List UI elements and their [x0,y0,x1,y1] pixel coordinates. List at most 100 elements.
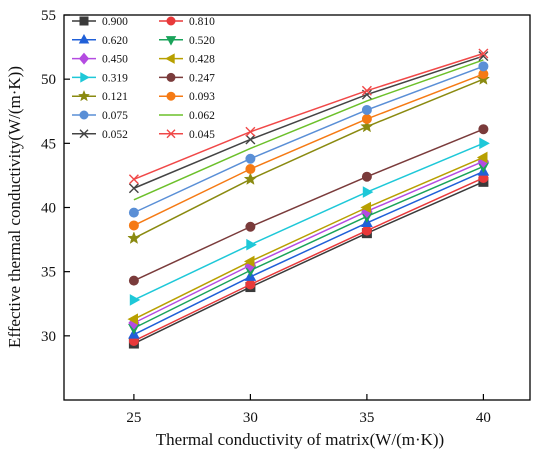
series-line [133,170,484,336]
legend-label: 0.075 [102,110,128,122]
legend-marker [79,16,89,26]
legend-marker [80,72,90,83]
data-point [246,238,257,251]
series-line [133,160,484,324]
data-point [128,207,139,218]
legend-marker [78,89,90,102]
series-layer [127,48,491,349]
series-0-062 [133,59,484,201]
legend-label: 0.810 [189,16,215,28]
legend-marker [166,72,176,82]
data-point [361,85,372,96]
series-line [133,156,484,320]
data-point [128,220,139,231]
series-line [133,55,484,189]
legend-item-0-319: 0.319 [72,72,128,84]
series-0-247 [128,124,489,286]
data-point [128,275,139,286]
y-tick-label: 30 [41,329,56,345]
legend-label: 0.052 [102,129,128,141]
data-point [245,279,256,290]
legend-marker [78,52,90,65]
legend-item-0-247: 0.247 [159,72,215,84]
y-tick-label: 45 [41,136,56,152]
legend-item-0-428: 0.428 [159,53,215,66]
data-point [478,51,489,62]
data-point [360,201,371,214]
series-0-045 [128,48,489,185]
legend-label: 0.428 [189,54,215,66]
legend-marker [79,110,89,120]
series-line [133,181,484,345]
data-point [129,294,141,306]
data-point [245,164,256,174]
data-point [245,153,256,164]
data-point [245,134,256,145]
data-point [360,119,374,133]
x-tick-label: 25 [126,410,141,426]
data-point [361,104,372,115]
legend-marker [79,129,89,139]
x-tick-label: 35 [359,410,374,426]
x-tick-label: 40 [476,410,491,426]
series-line [133,52,484,180]
legend-label: 0.319 [102,72,128,84]
legend-item-0-093: 0.093 [159,91,215,103]
data-point [127,313,138,325]
data-point [362,186,374,198]
data-point [245,221,256,232]
legend-label: 0.121 [102,91,128,103]
series-0-520 [128,162,490,335]
legend-item-0-620: 0.620 [72,33,128,47]
legend-marker [166,91,176,101]
legend-label: 0.450 [102,54,128,66]
legend-marker [165,53,175,64]
legend-item-0-075: 0.075 [72,110,128,122]
legend-item-0-045: 0.045 [159,129,215,141]
series-line [133,65,484,214]
series-line [133,78,484,239]
data-point [128,183,139,194]
legend-label: 0.900 [102,16,128,28]
legend: 0.900 0.810 0.620 0.520 0.450 0.428 0.319 0.247… [72,16,215,141]
legend-item-0-062: 0.062 [159,110,215,122]
legend-label: 0.045 [189,129,215,141]
series-line [133,142,484,301]
series-0-900 [128,176,489,349]
axis-ticks: 25 30 35 40 30 35 40 45 50 55 [41,8,491,426]
y-tick-label: 55 [41,8,56,24]
data-point [478,61,489,72]
data-point [128,174,139,185]
legend-label: 0.620 [102,35,128,47]
legend-marker [166,129,176,139]
y-tick-label: 35 [41,265,56,281]
legend-item-0-520: 0.520 [159,35,215,47]
legend-item-0-900: 0.900 [72,16,128,28]
series-line [133,73,484,227]
data-point [361,225,372,236]
series-0-620 [128,165,490,339]
series-line [133,165,484,329]
legend-marker [166,16,176,26]
legend-label: 0.520 [189,35,215,47]
data-point [361,113,372,124]
legend-item-0-121: 0.121 [72,89,128,103]
y-tick-label: 50 [41,72,56,88]
series-0-450 [128,154,490,330]
data-point [478,48,489,59]
data-point [243,172,258,185]
series-line [133,128,484,282]
x-tick-label: 30 [243,410,258,426]
data-point [479,137,490,150]
series-line [133,177,484,342]
legend-item-0-052: 0.052 [72,129,128,141]
legend-marker [165,36,177,46]
series-0-428 [127,151,488,325]
legend-item-0-450: 0.450 [72,52,128,66]
data-point [361,171,372,182]
data-point [127,231,141,244]
series-line [133,59,484,201]
series-0-075 [128,61,489,218]
